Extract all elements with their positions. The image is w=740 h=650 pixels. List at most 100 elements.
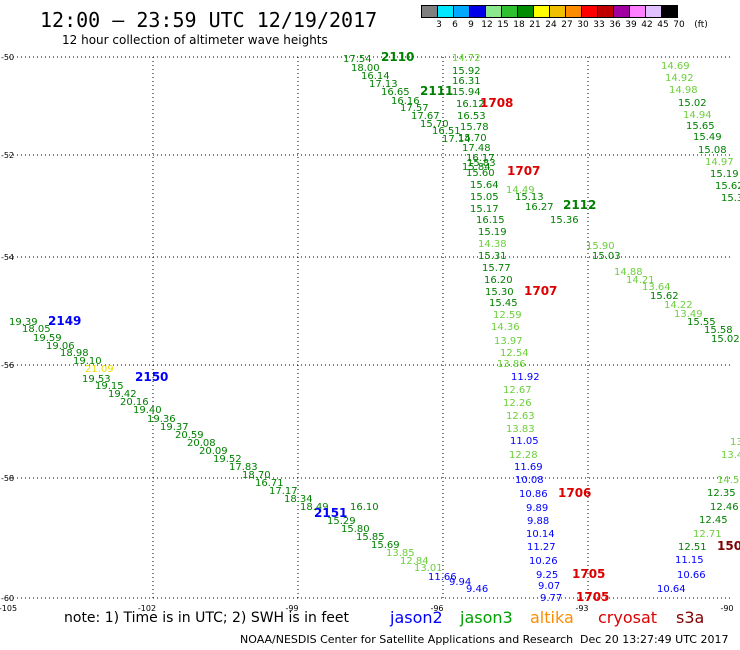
wave-height-value: 19.40 [133, 405, 162, 416]
latitude-tick-label: -50 [1, 53, 14, 62]
wave-height-value: 19.42 [108, 389, 137, 400]
wave-height-value: 15.29 [327, 516, 356, 527]
wave-height-value: 19.52 [213, 454, 242, 465]
color-scale-label: 70 [673, 20, 685, 30]
longitude-tick-label: -96 [430, 604, 443, 613]
wave-height-value: 15.92 [452, 66, 481, 77]
color-scale-label: 15 [497, 20, 509, 30]
wave-height-value: 15.62 [715, 181, 740, 192]
wave-height-value: 16.12 [456, 99, 485, 110]
color-scale-label: 18 [513, 20, 525, 30]
wave-height-value: 11.69 [514, 462, 543, 473]
pass-id-label: 2150 [135, 370, 168, 384]
wave-height-value: 14.69 [661, 61, 690, 72]
wave-height-value: 13.64 [642, 282, 671, 293]
wave-height-value: 13.86 [497, 359, 526, 370]
pass-id-label: 2111 [420, 84, 453, 98]
wave-height-value: 17.57 [400, 103, 429, 114]
latitude-tick-label: -60 [1, 594, 14, 603]
wave-height-value: 16.31 [452, 76, 481, 87]
wave-height-value: 16.51 [432, 126, 461, 137]
color-scale-label: 27 [561, 20, 573, 30]
wave-height-value: 15.80 [341, 524, 370, 535]
wave-height-value: 9.25 [536, 570, 558, 581]
longitude-tick-label: -105 [0, 604, 17, 613]
wave-height-value: 15.90 [586, 241, 615, 252]
wave-height-value: 16.65 [381, 87, 410, 98]
wave-height-value: 15.69 [371, 540, 400, 551]
wave-height-value: 19.59 [33, 333, 62, 344]
wave-height-value: 15.85 [356, 532, 385, 543]
longitude-tick-label: -102 [138, 604, 156, 613]
wave-height-value: 14.38 [478, 239, 507, 250]
color-scale-swatch [661, 5, 678, 18]
wave-height-value: 16.71 [255, 478, 284, 489]
wave-height-value: 9.94 [449, 577, 471, 588]
pass-id-label: 150 [717, 539, 740, 553]
wave-height-value: 15.58 [704, 325, 733, 336]
wave-height-value: 17.67 [411, 111, 440, 122]
wave-height-value: 15.02 [678, 98, 707, 109]
wave-height-value: 15.08 [698, 145, 727, 156]
color-scale-label: 21 [529, 20, 541, 30]
wave-height-value: 14.49 [506, 185, 535, 196]
map-grid [9, 56, 733, 599]
wave-height-value: 11.27 [527, 542, 556, 553]
wave-height-value: 18.34 [284, 494, 313, 505]
wave-height-value: 15.19 [710, 169, 739, 180]
longitude-tick-label: -90 [720, 604, 733, 613]
wave-height-value: 13. [730, 437, 740, 448]
pass-id-label: 1705 [576, 590, 609, 604]
pass-id-label: 2149 [48, 314, 81, 328]
wave-height-value: 18.98 [60, 348, 89, 359]
wave-height-value: 10.14 [526, 529, 555, 540]
wave-height-value: 11.15 [675, 555, 704, 566]
satellite-legend-s3a: s3a [676, 608, 705, 627]
wave-height-value: 16.16 [391, 96, 420, 107]
latitude-tick-label: -58 [1, 474, 14, 483]
credit-text: NOAA/NESDIS Center for Satellite Applica… [240, 633, 574, 646]
pass-id-label: 1705 [572, 567, 605, 581]
satellite-legend-jason2: jason2 [390, 608, 443, 627]
wave-height-value: 17.83 [229, 462, 258, 473]
wave-height-value: 18.05 [22, 324, 51, 335]
pass-id-label: 2151 [314, 506, 347, 520]
satellite-legend-cryosat: cryosat [598, 608, 658, 627]
wave-height-value: 14.98 [669, 85, 698, 96]
wave-height-value: 14.21 [626, 275, 655, 286]
wave-height-value: 12.59 [493, 310, 522, 321]
color-scale-label: 42 [641, 20, 653, 30]
color-scale-labels: 3 6 9 12 15 18 21 24 27 30 33 36 39 42 45 70 (ft) [421, 20, 740, 32]
wave-height-value: 20.09 [199, 446, 228, 457]
wave-height-value: 12.46 [710, 502, 739, 513]
color-scale-unit: (ft) [694, 20, 708, 30]
color-scale-label: 36 [609, 20, 621, 30]
wave-height-value: 10.86 [519, 489, 548, 500]
wave-height-value: 11.92 [511, 372, 540, 383]
wave-height-value: 10.26 [529, 556, 558, 567]
wave-height-value: 15.78 [460, 122, 489, 133]
wave-height-value: 19.06 [46, 341, 75, 352]
wave-height-value: 15.02 [711, 334, 740, 345]
wave-height-value: 15.3 [721, 193, 740, 204]
wave-height-value: 14.59 [717, 475, 740, 486]
wave-height-value: 15.84 [462, 162, 491, 173]
wave-height-value: 15.17 [470, 204, 499, 215]
wave-height-value: 10.08 [515, 475, 544, 486]
color-scale-label: 45 [657, 20, 669, 30]
wave-height-value: 9.07 [538, 581, 560, 592]
wave-height-value: 9.46 [466, 584, 488, 595]
wave-height-value: 15.83 [467, 158, 496, 169]
footer-note: note: 1) Time is in UTC; 2) SWH is in fe… [64, 610, 350, 626]
wave-height-value: 16.17 [466, 153, 495, 164]
wave-height-value: 15.94 [452, 87, 481, 98]
pass-id-label: 1708 [480, 96, 513, 110]
wave-height-value: 15.03 [592, 251, 621, 262]
latitude-tick-label: -56 [1, 361, 14, 370]
page-title: 12:00 – 23:59 UTC 12/19/2017 [40, 8, 378, 32]
color-scale-label: 33 [593, 20, 605, 30]
latitude-tick-label: -52 [1, 151, 14, 160]
longitude-tick-label: -93 [575, 604, 588, 613]
wave-height-value: 18.00 [351, 63, 380, 74]
